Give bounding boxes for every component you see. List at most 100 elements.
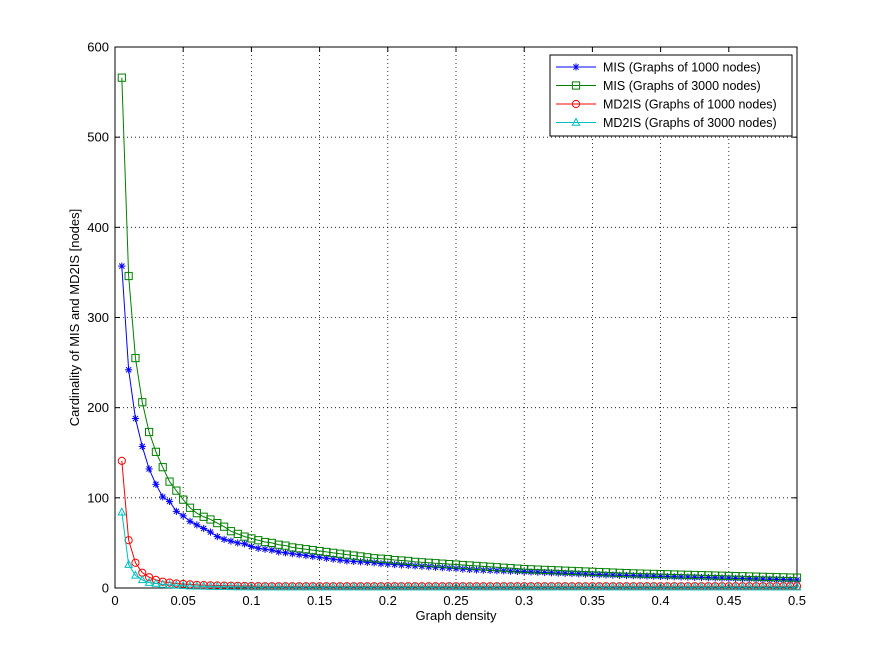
data-point <box>124 271 133 281</box>
data-point <box>267 582 277 591</box>
data-point <box>138 442 146 451</box>
data-point <box>158 579 168 588</box>
data-point <box>227 537 235 545</box>
data-point <box>145 427 154 437</box>
data-point <box>417 582 427 591</box>
data-point <box>451 582 461 591</box>
data-point <box>492 582 502 591</box>
data-point <box>485 582 495 591</box>
data-point <box>260 582 270 591</box>
data-point <box>240 540 249 548</box>
data-point <box>240 581 250 591</box>
data-point <box>519 582 529 591</box>
data-point <box>744 582 754 591</box>
data-point <box>572 63 580 71</box>
data-point <box>384 560 392 568</box>
grid-lines <box>115 47 797 588</box>
series-line <box>121 266 798 581</box>
data-point <box>131 353 140 363</box>
data-point <box>391 560 399 569</box>
data-point <box>254 544 262 552</box>
data-point <box>233 581 243 591</box>
data-point <box>247 542 255 551</box>
data-point <box>138 398 147 407</box>
data-point <box>342 582 352 591</box>
data-point <box>547 582 556 591</box>
data-point <box>219 581 229 591</box>
data-point <box>246 582 256 591</box>
data-point <box>212 581 222 590</box>
data-point <box>574 582 584 591</box>
data-point <box>220 522 229 531</box>
data-point <box>124 559 134 568</box>
series-layer <box>117 73 802 591</box>
data-point <box>676 582 686 591</box>
data-point <box>751 582 761 591</box>
data-point <box>710 582 720 591</box>
data-point <box>268 546 276 554</box>
data-point <box>690 582 700 591</box>
data-point <box>200 524 208 533</box>
data-point <box>377 560 385 568</box>
data-point <box>316 553 324 561</box>
data-point <box>159 493 167 501</box>
data-point <box>294 582 304 591</box>
x-tick-label: 0 <box>111 593 118 608</box>
data-point <box>287 582 297 591</box>
data-point <box>458 582 468 591</box>
data-point <box>724 582 734 591</box>
data-point <box>397 561 406 569</box>
data-point <box>533 582 543 591</box>
data-point <box>131 414 140 423</box>
data-point <box>315 582 325 591</box>
data-point <box>656 582 666 591</box>
data-point <box>125 366 133 374</box>
data-point <box>431 582 440 591</box>
x-tick-label: 0.5 <box>788 593 806 608</box>
data-point <box>547 569 556 577</box>
x-tick-label: 0.05 <box>171 593 196 608</box>
data-point <box>758 582 768 591</box>
data-point <box>118 262 126 270</box>
data-point <box>622 582 631 591</box>
data-point <box>581 570 590 578</box>
data-point <box>390 582 400 591</box>
legend-item: MD2IS (Graphs of 1000 nodes) <box>556 98 777 112</box>
data-point <box>363 558 371 566</box>
data-point <box>571 99 581 109</box>
data-point <box>152 480 160 488</box>
legend-label: MD2IS (Graphs of 3000 nodes) <box>603 116 777 130</box>
data-point <box>717 582 727 591</box>
data-point <box>321 582 331 591</box>
data-point <box>608 582 618 591</box>
data-point <box>792 573 802 582</box>
y-tick-label: 100 <box>87 490 109 505</box>
data-point <box>370 559 378 567</box>
data-point <box>785 582 795 591</box>
data-point <box>178 580 188 590</box>
data-point <box>540 582 550 591</box>
data-point <box>772 582 781 591</box>
data-point <box>662 582 672 591</box>
data-point <box>199 581 209 590</box>
data-point <box>512 582 522 591</box>
y-tick-label: 0 <box>102 581 109 596</box>
series-4 <box>117 507 802 591</box>
data-point <box>145 465 153 473</box>
data-point <box>383 582 393 591</box>
data-point <box>158 463 167 472</box>
data-point <box>609 571 617 579</box>
data-point <box>261 545 269 553</box>
series-line <box>121 512 797 588</box>
data-point <box>117 507 127 516</box>
data-point <box>335 582 345 591</box>
data-point <box>301 582 311 591</box>
data-point <box>274 582 284 591</box>
x-tick-label: 0.3 <box>515 593 533 608</box>
data-point <box>581 582 591 591</box>
data-point <box>165 497 174 506</box>
data-point <box>186 517 194 525</box>
data-point <box>778 582 788 591</box>
data-point <box>703 582 713 591</box>
